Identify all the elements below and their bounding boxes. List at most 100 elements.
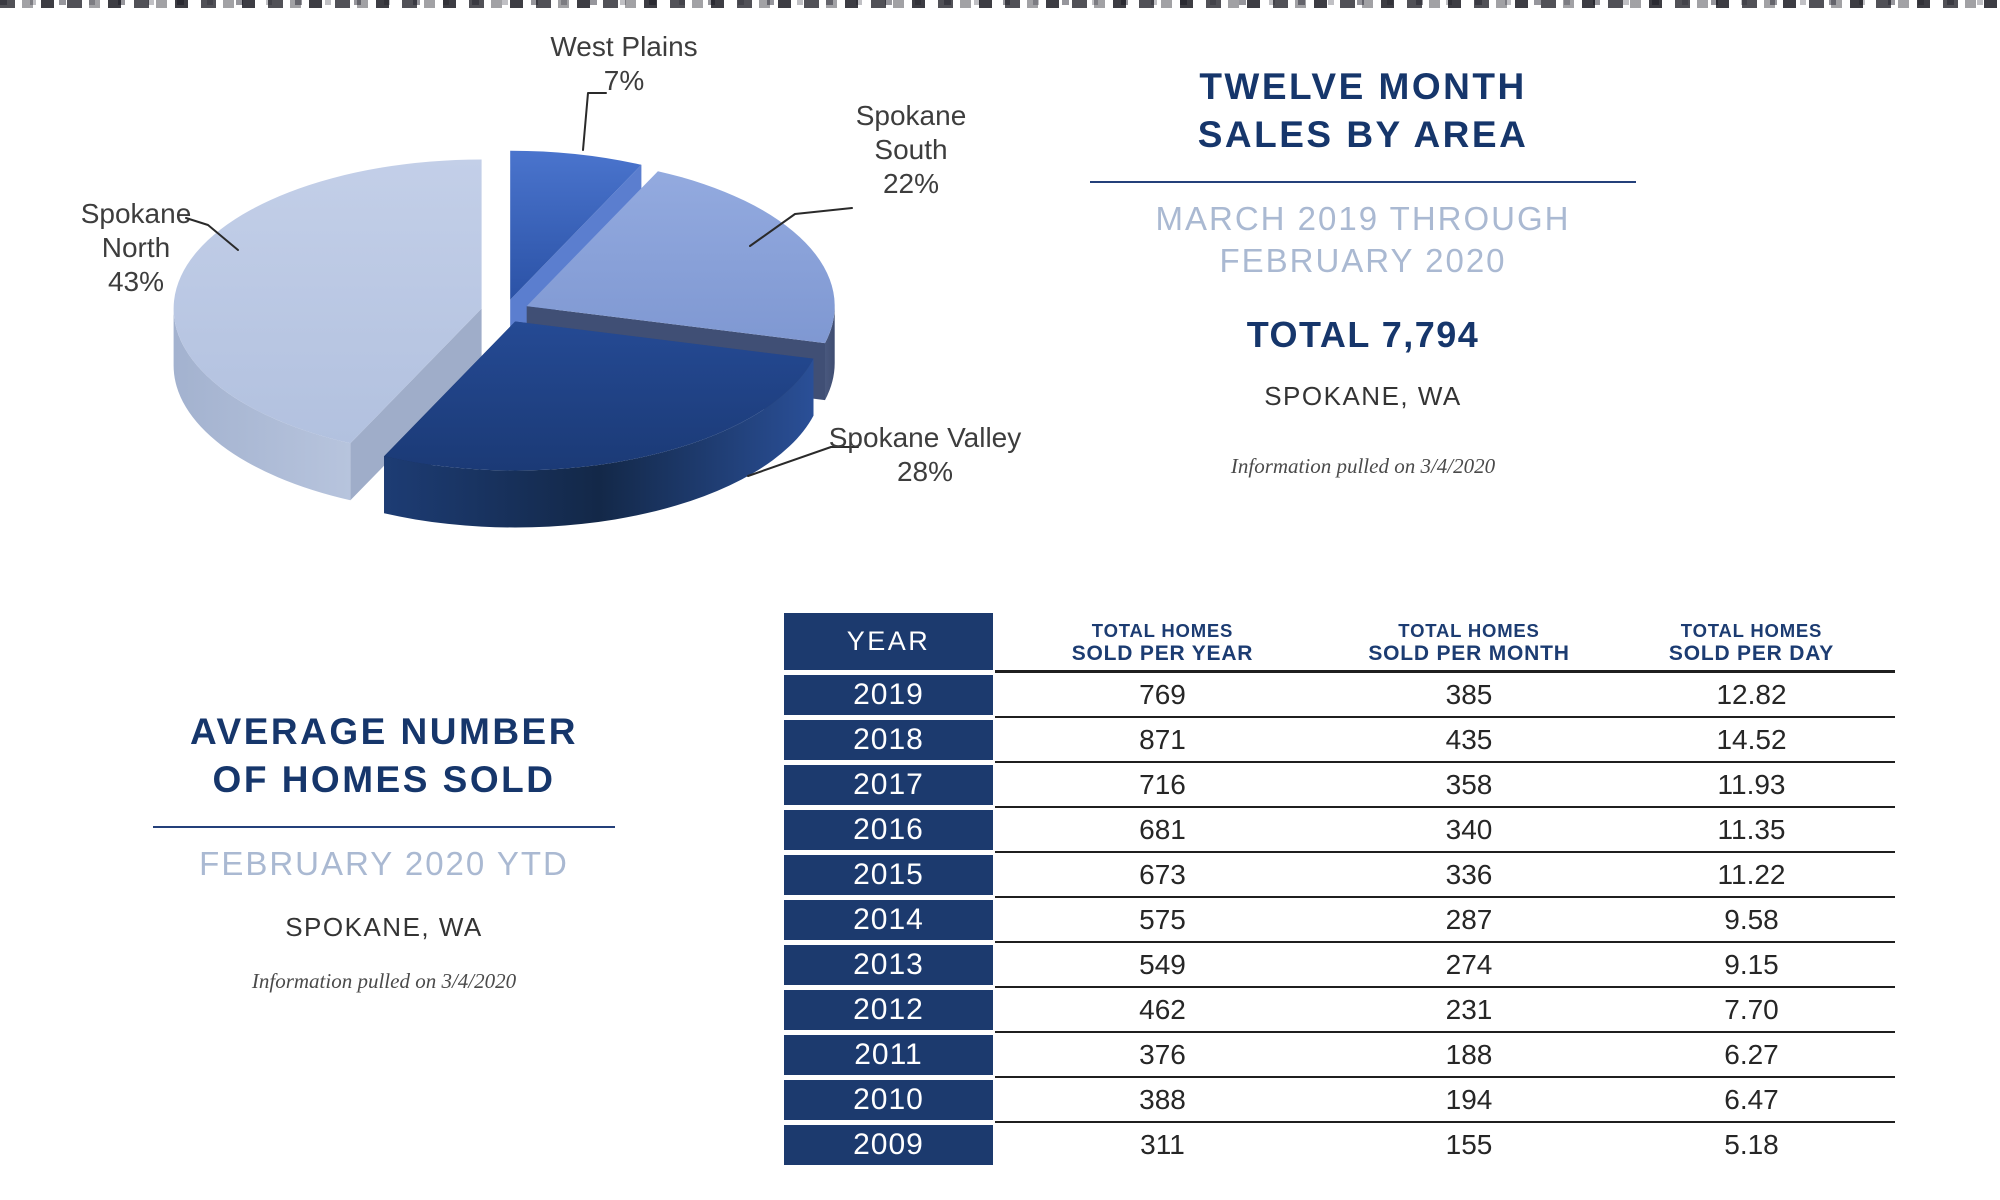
pie-label-line: 28% bbox=[896, 456, 954, 488]
pie-slice-rim bbox=[384, 358, 814, 528]
table-header-col-1: TOTAL HOMES SOLD PER YEAR bbox=[995, 613, 1330, 670]
pie-slice-top bbox=[526, 171, 835, 344]
homes-per-day: 9.58 bbox=[1724, 903, 1779, 935]
table-year-cell-2012: 2012 bbox=[784, 990, 993, 1030]
homes-sold-table: YEAR 2019 2018 2017 2016 2015 2014 2013 2012 2011… bbox=[784, 613, 1895, 1166]
pie-label-line: West Plains bbox=[550, 31, 698, 62]
sales-panel-subtitle: MARCH 2019 THROUGH FEBRUARY 2020 bbox=[1063, 198, 1663, 282]
table-year-column: YEAR 2019 2018 2017 2016 2015 2014 2013 2012 2011… bbox=[784, 613, 993, 1166]
header-line1: TOTAL HOMES bbox=[1398, 619, 1540, 641]
pie-slice-cut-start-face bbox=[350, 308, 482, 501]
cropped-header-text-strip bbox=[0, 0, 2000, 9]
homes-per-day: 9.15 bbox=[1724, 948, 1779, 980]
pie-slice-rim bbox=[173, 308, 351, 501]
sales-panel-divider bbox=[1090, 181, 1636, 183]
homes-per-year: 673 bbox=[1139, 858, 1186, 890]
homes-per-month: 287 bbox=[1445, 903, 1493, 935]
homes-per-month: 385 bbox=[1445, 678, 1493, 710]
table-row-2016: 681 340 11.35 bbox=[995, 808, 1895, 853]
homes-per-day: 5.18 bbox=[1724, 1128, 1779, 1160]
table-year-cell-2010: 2010 bbox=[784, 1080, 993, 1120]
pie-leader-line bbox=[747, 446, 859, 477]
table-header-col-2: TOTAL HOMES SOLD PER MONTH bbox=[1330, 613, 1608, 670]
pie-leader-line bbox=[185, 217, 239, 251]
homes-per-month: 435 bbox=[1445, 723, 1493, 755]
sales-panel-subtitle-line1: MARCH 2019 THROUGH bbox=[1155, 200, 1571, 237]
table-year-cell-2017: 2017 bbox=[784, 765, 993, 805]
sales-panel-subtitle-line2: FEBRUARY 2020 bbox=[1219, 242, 1507, 279]
pie-slice-top bbox=[173, 159, 482, 444]
homes-per-day: 12.82 bbox=[1716, 678, 1787, 710]
homes-per-month: 231 bbox=[1445, 993, 1493, 1025]
header-line2: SOLD PER DAY bbox=[1668, 641, 1835, 665]
sales-location: SPOKANE, WA bbox=[1264, 381, 1462, 411]
homes-per-year: 575 bbox=[1139, 903, 1186, 935]
pie-label-line: Spokane bbox=[80, 198, 192, 229]
homes-per-year: 376 bbox=[1139, 1038, 1186, 1070]
pie-label-line: Spokane bbox=[855, 100, 967, 131]
header-line1: TOTAL HOMES bbox=[1680, 619, 1823, 641]
homes-per-year: 549 bbox=[1139, 948, 1186, 980]
table-year-cell-2019: 2019 bbox=[784, 675, 993, 715]
homes-per-month: 194 bbox=[1445, 1083, 1493, 1115]
sales-info-pulled-note: Information pulled on 3/4/2020 bbox=[1230, 454, 1496, 478]
twelve-month-sales-panel: TWELVE MONTH SALES BY AREA MARCH 2019 TH… bbox=[1063, 63, 1663, 479]
table-year-cell-2016: 2016 bbox=[784, 810, 993, 850]
pie-label-line: 7% bbox=[603, 65, 645, 97]
homes-per-month: 336 bbox=[1445, 858, 1493, 890]
sales-panel-title-line2: SALES BY AREA bbox=[1197, 114, 1529, 155]
pie-slice-top bbox=[384, 321, 814, 471]
pie-leader-line bbox=[582, 92, 607, 151]
avg-panel-title-line1: AVERAGE NUMBER bbox=[190, 711, 578, 752]
table-row-2012: 462 231 7.70 bbox=[995, 988, 1895, 1033]
table-row-2011: 376 188 6.27 bbox=[995, 1033, 1895, 1078]
table-year-cell-2014: 2014 bbox=[784, 900, 993, 940]
header-line2: SOLD PER YEAR bbox=[1071, 641, 1254, 665]
table-row-2015: 673 336 11.22 bbox=[995, 853, 1895, 898]
table-year-cell-2011: 2011 bbox=[784, 1035, 993, 1075]
header-line1: TOTAL HOMES bbox=[1091, 619, 1234, 641]
table-year-cell-2009: 2009 bbox=[784, 1125, 993, 1165]
sales-panel-title: TWELVE MONTH SALES BY AREA bbox=[1063, 63, 1663, 159]
pie-slice-spokane-north bbox=[173, 159, 482, 501]
homes-per-day: 11.22 bbox=[1717, 858, 1786, 890]
pie-label-line: 43% bbox=[107, 266, 165, 298]
pie-slice-spokane-valley bbox=[384, 321, 814, 528]
pie-label-west-plains: West Plains 7% bbox=[550, 30, 697, 98]
homes-per-month: 340 bbox=[1445, 813, 1493, 845]
pie-label-spokane-north: Spokane North 43% bbox=[81, 197, 192, 299]
avg-info-pulled-note: Information pulled on 3/4/2020 bbox=[251, 969, 517, 993]
table-year-cell-2018: 2018 bbox=[784, 720, 993, 760]
table-header-year: YEAR bbox=[784, 613, 993, 670]
table-year-cell-2015: 2015 bbox=[784, 855, 993, 895]
pie-label-spokane-valley: Spokane Valley 28% bbox=[829, 421, 1022, 489]
sales-by-area-pie-chart bbox=[173, 92, 859, 528]
homes-per-day: 7.70 bbox=[1724, 993, 1779, 1025]
homes-per-year: 681 bbox=[1139, 813, 1186, 845]
table-header-col-3: TOTAL HOMES SOLD PER DAY bbox=[1608, 613, 1895, 670]
header-line2: SOLD PER MONTH bbox=[1368, 641, 1570, 665]
table-row-2014: 575 287 9.58 bbox=[995, 898, 1895, 943]
table-row-2013: 549 274 9.15 bbox=[995, 943, 1895, 988]
homes-per-day: 14.52 bbox=[1716, 723, 1787, 755]
pie-slice-rim bbox=[825, 306, 835, 401]
homes-per-year: 388 bbox=[1139, 1083, 1186, 1115]
table-year-cell-2013: 2013 bbox=[784, 945, 993, 985]
pie-label-line: 22% bbox=[882, 168, 940, 200]
homes-per-year: 871 bbox=[1139, 723, 1186, 755]
table-row-2009: 311 155 5.18 bbox=[995, 1123, 1895, 1166]
homes-per-year: 769 bbox=[1139, 678, 1186, 710]
average-homes-sold-panel: AVERAGE NUMBER OF HOMES SOLD FEBRUARY 20… bbox=[84, 708, 684, 994]
homes-per-month: 188 bbox=[1445, 1038, 1493, 1070]
homes-per-year: 716 bbox=[1139, 768, 1186, 800]
homes-per-month: 274 bbox=[1445, 948, 1493, 980]
table-row-2010: 388 194 6.47 bbox=[995, 1078, 1895, 1123]
table-header-row: TOTAL HOMES SOLD PER YEAR TOTAL HOMES SOLD … bbox=[995, 613, 1895, 673]
homes-per-day: 11.93 bbox=[1717, 768, 1786, 800]
avg-panel-divider bbox=[153, 826, 615, 828]
homes-per-year: 462 bbox=[1139, 993, 1186, 1025]
pie-leader-line bbox=[749, 207, 853, 247]
pie-label-line: South bbox=[874, 134, 948, 166]
pie-label-line: Spokane Valley bbox=[828, 422, 1022, 453]
pie-chart-panel: West Plains 7% Spokane South 22% Spokane Vall… bbox=[0, 0, 1070, 600]
